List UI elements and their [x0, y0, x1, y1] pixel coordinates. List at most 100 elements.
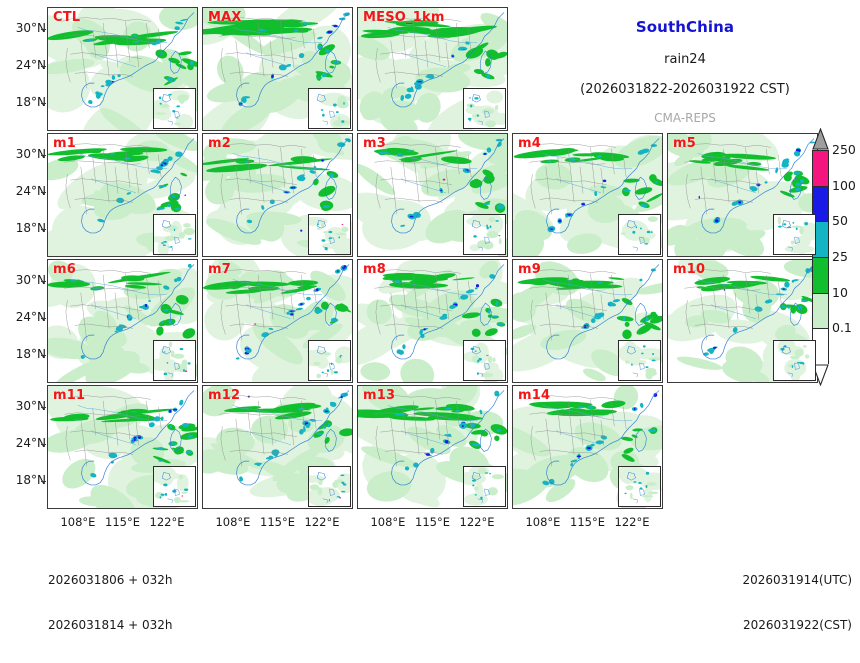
south-china-sea-inset — [617, 339, 661, 381]
colorbar-tick-0.1: 0.1 — [832, 320, 852, 336]
latitude-tick — [41, 280, 46, 282]
map-panel-m7[interactable]: m7 — [202, 259, 353, 383]
latitude-tick — [41, 355, 46, 357]
south-china-sea-inset — [462, 339, 506, 381]
map-panel-m12[interactable]: m12 — [202, 385, 353, 509]
longitude-label: 108°E — [215, 515, 251, 529]
latitude-tick — [41, 154, 46, 156]
south-china-sea-inset — [772, 213, 816, 255]
panel-label: m14 — [518, 388, 551, 403]
precipitation-field — [668, 134, 817, 256]
latitude-tick — [41, 481, 46, 483]
longitude-label: 122°E — [304, 515, 340, 529]
map-panel-ctl[interactable]: CTL — [47, 7, 198, 131]
panel-label: m4 — [518, 136, 541, 151]
colorbar[interactable]: 250 100 50 25 10 0.1 — [808, 127, 860, 396]
latitude-label: 18°N — [15, 95, 46, 110]
colorbar-tick-50: 50 — [832, 213, 848, 229]
map-panel-m3[interactable]: m3 — [357, 133, 508, 257]
longitude-label: 115°E — [570, 515, 605, 529]
footer-left: 2026031806 + 032h 2026031814 + 032h — [48, 543, 173, 663]
map-panel-m6[interactable]: m6 — [47, 259, 198, 383]
map-panel-m4[interactable]: m4 — [512, 133, 663, 257]
south-china-sea-inset — [462, 87, 506, 129]
longitude-label-group: 108°E 115°E 122°E — [512, 515, 663, 531]
map-panel-m8[interactable]: m8 — [357, 259, 508, 383]
map-panel-m11[interactable]: m11 — [47, 385, 198, 509]
map-panel-meso_1km[interactable]: MESO_1km — [357, 7, 508, 131]
data-source: CMA-REPS — [654, 111, 716, 125]
panel-label: MAX — [208, 10, 242, 25]
latitude-label: 24°N — [15, 435, 46, 450]
figure-root: SouthChina rain24 (2026031822-2026031922… — [15, 7, 860, 632]
latitude-label: 24°N — [15, 309, 46, 324]
south-china-sea-inset — [772, 339, 816, 381]
latitude-tick — [41, 406, 46, 408]
longitude-label: 122°E — [459, 515, 495, 529]
footer-right-line2: 2026031922(CST) — [742, 618, 852, 632]
panel-label: m3 — [363, 136, 386, 151]
latitude-label: 24°N — [15, 57, 46, 72]
latitude-tick — [41, 443, 46, 445]
map-panel-m9[interactable]: m9 — [512, 259, 663, 383]
longitude-label: 122°E — [614, 515, 650, 529]
map-panel-max[interactable]: MAX — [202, 7, 353, 131]
latitude-label: 30°N — [15, 398, 46, 413]
region-title: SouthChina — [635, 18, 735, 36]
precipitation-field — [513, 260, 662, 382]
colorbar-tick-25: 25 — [832, 249, 848, 264]
panel-label: m7 — [208, 262, 231, 277]
precipitation-field — [358, 386, 507, 508]
south-china-sea-inset — [307, 465, 351, 507]
longitude-label-group: 108°E 115°E 122°E — [357, 515, 508, 531]
valid-period: (2026031822-2026031922 CST) — [580, 82, 790, 97]
latitude-tick — [41, 28, 46, 30]
colorbar-tick-250: 250 — [832, 142, 856, 157]
panel-label: m2 — [208, 136, 231, 151]
colorbar-over-arrow — [812, 127, 829, 150]
south-china-sea-inset — [307, 339, 351, 381]
map-panel-m14[interactable]: m14 — [512, 385, 663, 509]
precipitation-field — [203, 8, 352, 130]
panel-label: m9 — [518, 262, 541, 277]
longitude-label-group: 108°E 115°E 122°E — [47, 515, 198, 531]
longitude-label: 115°E — [105, 515, 140, 529]
longitude-label: 108°E — [60, 515, 96, 529]
colorbar-tick-100: 100 — [832, 177, 856, 193]
colorbar-band-25 — [813, 257, 828, 294]
precipitation-field — [48, 260, 197, 382]
footer-left-line1: 2026031806 + 032h — [48, 573, 173, 587]
latitude-label: 30°N — [15, 146, 46, 161]
footer-right: 2026031914(UTC) 2026031922(CST) — [743, 543, 853, 663]
latitude-tick — [41, 317, 46, 319]
longitude-label-group: 108°E 115°E 122°E — [202, 515, 353, 531]
colorbar-band-0.1 — [813, 329, 828, 365]
colorbar-bands — [812, 150, 829, 365]
precipitation-field — [48, 386, 197, 508]
south-china-sea-inset — [462, 465, 506, 507]
panel-label: m12 — [208, 388, 241, 403]
map-panel-m5[interactable]: m5 — [667, 133, 818, 257]
panel-label: m13 — [363, 388, 396, 403]
south-china-sea-inset — [307, 213, 351, 255]
south-china-sea-inset — [152, 465, 196, 507]
latitude-tick — [41, 65, 46, 67]
map-panel-m1[interactable]: m1 — [47, 133, 198, 257]
south-china-sea-inset — [462, 213, 506, 255]
map-panel-m13[interactable]: m13 — [357, 385, 508, 509]
longitude-label: 115°E — [260, 515, 295, 529]
map-panel-m10[interactable]: m10 — [667, 259, 818, 383]
variable-name: rain24 — [664, 52, 706, 67]
south-china-sea-inset — [152, 339, 196, 381]
colorbar-tick-10: 10 — [832, 284, 848, 300]
precipitation-field — [48, 134, 197, 256]
panel-label: CTL — [53, 10, 81, 25]
longitude-label: 108°E — [370, 515, 406, 529]
south-china-sea-inset — [617, 465, 661, 507]
colorbar-band-250 — [813, 151, 828, 187]
footer-right-line1: 2026031914(UTC) — [742, 573, 853, 587]
map-panel-m2[interactable]: m2 — [202, 133, 353, 257]
latitude-label: 24°N — [15, 183, 46, 198]
panel-label: m1 — [53, 136, 76, 151]
colorbar-under-arrow — [812, 364, 829, 387]
